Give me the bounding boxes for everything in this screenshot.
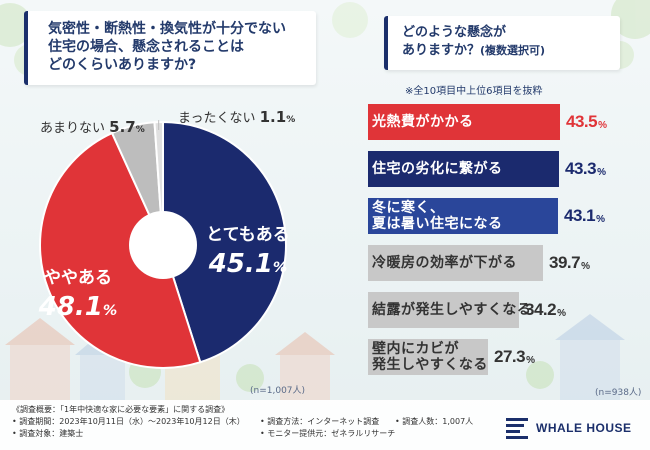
pie-label-2: あまりない 5.7% bbox=[40, 118, 145, 136]
bar-fill bbox=[368, 245, 543, 281]
bar-value: 34.2% bbox=[525, 300, 566, 319]
brand-name: WHALE HOUSE bbox=[536, 421, 632, 435]
pie-label-1: ややある bbox=[44, 268, 112, 288]
bar-chart: 光熱費がかかる 43.5% 住宅の劣化に繋がる 43.3% 冬に寒く、 夏は暑い住宅にな… bbox=[368, 104, 640, 394]
bar-value: 27.3% bbox=[494, 347, 535, 366]
survey-overview: 《調査概要：「1年中快適な家に必要な要素」に関する調査》 bbox=[12, 405, 230, 414]
footer: 《調査概要：「1年中快適な家に必要な要素」に関する調査》 • 調査期間：2023… bbox=[0, 400, 650, 450]
bar-row: 光熱費がかかる 43.5% bbox=[368, 104, 640, 140]
bar-label: 冷暖房の効率が下がる bbox=[372, 255, 517, 271]
question-text: 気密性・断熱性・換気性が十分でない 住宅の場合、懸念されることは どのくらいあり… bbox=[48, 21, 286, 73]
bar-row: 住宅の劣化に繋がる 43.3% bbox=[368, 151, 640, 187]
bar-row: 結露が発生しやすくなる 34.2% bbox=[368, 292, 640, 328]
bar-value: 43.3% bbox=[565, 159, 606, 178]
brand-logo: WHALE HOUSE bbox=[506, 418, 632, 439]
bar-fill bbox=[368, 151, 559, 187]
survey-method: • 調査方法：インターネット調査 bbox=[260, 417, 380, 426]
bar-label: 壁内にカビが 発生しやすくなる bbox=[372, 341, 488, 373]
bar-row: 冷暖房の効率が下がる 39.7% bbox=[368, 245, 640, 281]
bar-fill bbox=[368, 339, 488, 375]
pie-sample-size: (n=1,007人) bbox=[250, 386, 306, 396]
survey-period: • 調査期間：2023年10月11日（水）～2023年10月12日（木） bbox=[12, 417, 245, 426]
pie-slice-1 bbox=[39, 131, 202, 369]
bar-sample-size: (n=938人) bbox=[595, 388, 642, 398]
bar-label: 光熱費がかかる bbox=[372, 114, 474, 130]
bar-value: 43.5% bbox=[566, 112, 607, 131]
pie-value-2: 5.7 bbox=[109, 118, 136, 136]
bar-row: 冬に寒く、 夏は暑い住宅になる 43.1% bbox=[368, 198, 640, 234]
sub-question-multi-select: (複数選択可) bbox=[480, 44, 546, 57]
sub-question-line2: ありますか？ bbox=[402, 43, 481, 58]
pie-label-0: とてもある bbox=[206, 225, 290, 245]
selection-note: ※全10項目中上位6項目を抜粋 bbox=[405, 86, 543, 97]
bar-row: 壁内にカビが 発生しやすくなる 27.3% bbox=[368, 339, 640, 375]
survey-count: • 調査人数：1,007人 bbox=[395, 417, 474, 426]
sub-question-text: どのような懸念が ありますか？(複数選択可) bbox=[402, 24, 545, 60]
bar-value: 39.7% bbox=[549, 253, 590, 272]
pie-center-hole bbox=[129, 211, 197, 279]
sub-question-line1: どのような懸念が bbox=[402, 25, 507, 40]
survey-monitor: • モニター提供元：ゼネラルリサーチ bbox=[260, 429, 396, 438]
bar-label: 結露が発生しやすくなる bbox=[372, 302, 532, 318]
survey-target: • 調査対象：建築士 bbox=[12, 429, 84, 438]
sub-question-card: どのような懸念が ありますか？(複数選択可) bbox=[384, 16, 620, 70]
bar-label: 住宅の劣化に繋がる bbox=[372, 161, 503, 177]
pie-slice-0 bbox=[162, 120, 287, 364]
pie-label-3: まったくない 1.1% bbox=[178, 108, 295, 126]
whale-logo-icon bbox=[506, 418, 528, 439]
bar-value: 43.1% bbox=[564, 206, 605, 225]
pie-value-3: 1.1 bbox=[260, 108, 287, 126]
question-card: 気密性・断熱性・換気性が十分でない 住宅の場合、懸念されることは どのくらいあり… bbox=[24, 11, 316, 85]
bar-fill bbox=[368, 292, 519, 328]
bar-fill bbox=[368, 104, 560, 140]
bar-fill bbox=[368, 198, 558, 234]
bar-label: 冬に寒く、 夏は暑い住宅になる bbox=[372, 200, 503, 232]
